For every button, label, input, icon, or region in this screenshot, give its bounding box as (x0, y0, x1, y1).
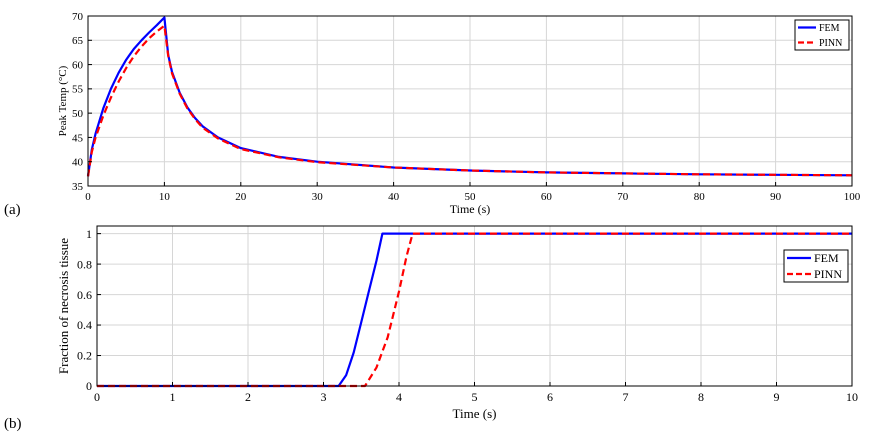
x-tick-label: 60 (541, 191, 553, 203)
y-tick-label: 0.2 (77, 349, 92, 363)
x-tick-label: 50 (465, 191, 477, 203)
panel-label-a: (a) (4, 202, 21, 218)
y-tick-label: 0.6 (77, 288, 92, 302)
necrosis-chart-ticks: 0 1 2 3 4 5 6 7 8 9 10 0 0.2 0.4 0.6 0.8 1 (77, 227, 858, 404)
x-tick-label: 5 (472, 390, 478, 404)
legend-box (783, 249, 849, 283)
x-tick-label: 7 (623, 390, 629, 404)
legend-box (794, 19, 850, 51)
x-tick-label: 80 (694, 191, 706, 203)
legend-label-fem: FEM (819, 23, 840, 34)
x-tick-label: 20 (235, 191, 247, 203)
series-line-fem (97, 232, 852, 388)
y-tick-label: 70 (72, 11, 84, 23)
x-tick-label: 8 (698, 390, 704, 404)
x-tick-label: 10 (846, 390, 858, 404)
y-tick-label: 35 (72, 181, 84, 193)
y-tick-label: 0.8 (77, 257, 92, 271)
x-tick-label: 90 (770, 191, 782, 203)
x-tick-label: 4 (396, 390, 402, 404)
x-tick-label: 1 (170, 390, 176, 404)
x-tick-label: 2 (245, 390, 251, 404)
y-tick-label: 60 (72, 59, 84, 71)
x-tick-label: 6 (547, 390, 553, 404)
y-tick-label: 40 (72, 157, 84, 169)
y-tick-label: 0 (86, 379, 92, 393)
legend-label-pinn: PINN (819, 38, 842, 49)
x-tick-label: 0 (94, 390, 100, 404)
panel-label-b: (b) (4, 416, 22, 432)
temperature-chart-grid (87, 15, 853, 186)
necrosis-chart: 0 1 2 3 4 5 6 7 8 9 10 0 0.2 0.4 0.6 0.8 1 Time (s) Frac… (4, 225, 858, 432)
x-tick-label: 30 (312, 191, 324, 203)
y-tick-label: 0.4 (77, 318, 92, 332)
x-tick-label: 10 (159, 191, 171, 203)
temperature-chart-ticks: 0 10 20 30 40 50 60 70 80 90 100 35 40 45 50 55 60 65 70 (72, 11, 861, 203)
necrosis-chart-series (97, 232, 852, 388)
y-tick-label: 45 (72, 132, 84, 144)
temperature-chart-y-axis-label: Peak Temp (°C) (57, 65, 69, 136)
temperature-chart-legend: FEM PINN (794, 19, 850, 51)
series-line-pinn (97, 232, 852, 388)
necrosis-chart-y-axis-label: Fraction of necrosis tissue (56, 238, 71, 374)
x-tick-label: 3 (321, 390, 327, 404)
y-tick-label: 55 (72, 84, 84, 96)
x-tick-label: 40 (388, 191, 400, 203)
x-tick-label: 100 (844, 191, 861, 203)
series-line-pinn (86, 24, 853, 177)
x-tick-label: 9 (774, 390, 780, 404)
temperature-chart-series (86, 16, 853, 177)
x-tick-label: 0 (85, 191, 91, 203)
y-tick-label: 1 (86, 227, 92, 241)
legend-label-fem: FEM (814, 251, 839, 265)
y-tick-label: 50 (72, 108, 84, 120)
necrosis-chart-x-axis-label: Time (s) (453, 406, 497, 421)
x-tick-label: 70 (617, 191, 629, 203)
temperature-chart: 0 10 20 30 40 50 60 70 80 90 100 35 40 45 50 55 60 65 70 T… (4, 11, 861, 218)
y-tick-label: 65 (72, 35, 84, 47)
necrosis-chart-legend: FEM PINN (783, 249, 849, 283)
legend-label-pinn: PINN (814, 267, 842, 281)
necrosis-chart-grid (96, 226, 853, 386)
temperature-chart-x-axis-label: Time (s) (450, 202, 491, 216)
